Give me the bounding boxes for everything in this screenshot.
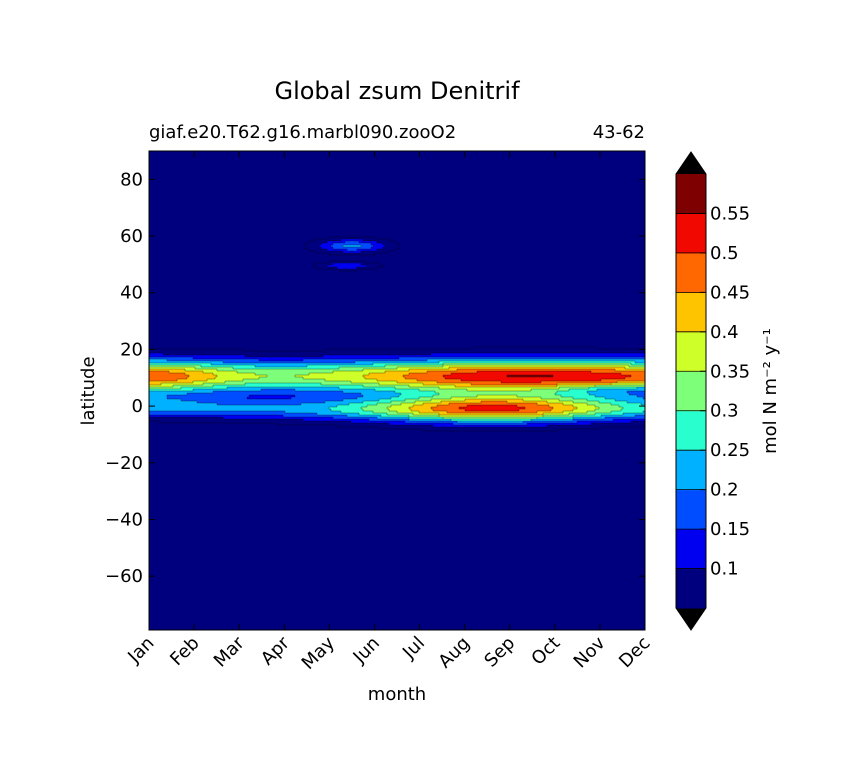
contour-fill: [507, 375, 553, 377]
colorbar-frame: [675, 151, 707, 631]
x-tick-label: May: [298, 632, 339, 673]
x-tick-label: Jun: [349, 633, 384, 668]
colorbar-band: [676, 331, 706, 372]
colorbar-tick-label: 0.3: [710, 401, 739, 422]
colorbar-extend-high: [676, 152, 706, 174]
colorbar-tick-label: 0.35: [710, 361, 750, 382]
colorbar-band: [676, 213, 706, 254]
colorbar-band: [676, 292, 706, 333]
x-axis-label: month: [368, 684, 426, 705]
x-tick-label: Apr: [257, 632, 294, 669]
contour-fill: [149, 361, 645, 421]
x-tick-label: Jan: [123, 633, 158, 668]
colorbar-tick-label: 0.5: [710, 243, 739, 264]
y-tick-label: 0: [132, 396, 143, 417]
colorbar-tick-label: 0.15: [710, 519, 750, 540]
contour-fill: [149, 363, 645, 419]
chart-subtitle-left: giaf.e20.T62.g16.marbl090.zooO2: [149, 122, 456, 143]
contour-lines: [149, 236, 645, 432]
contour-layer: [149, 236, 645, 432]
plot-area: [148, 150, 646, 631]
colorbar-tick-label: 0.45: [710, 282, 750, 303]
x-tick-label: Dec: [615, 633, 654, 672]
x-tick-label: Feb: [166, 633, 203, 670]
contour-fill: [149, 245, 645, 423]
colorbar-label: mol N m⁻² y⁻¹: [760, 328, 781, 454]
colorbar-band: [676, 174, 706, 214]
x-tick-label: Mar: [210, 632, 249, 671]
plot-frame: [148, 150, 646, 631]
colorbar-band: [676, 410, 706, 451]
colorbar-extend-low: [676, 608, 706, 630]
chart-subtitle-right: 43-62: [593, 122, 645, 143]
colorbar-tick-label: 0.2: [710, 480, 739, 501]
x-tick-label: Jul: [398, 633, 429, 664]
contour-fill: [149, 365, 645, 417]
colorbar-band: [676, 252, 706, 293]
y-tick-label: −60: [105, 566, 143, 587]
colorbar-band: [676, 529, 706, 570]
colorbar: 0.1 0.15 0.2 0.25 0.3 0.35 0.4 0.45 0.5 0.55: [675, 151, 750, 631]
colorbar-band: [676, 450, 706, 491]
x-tick-label: Aug: [434, 633, 474, 673]
x-tick-label: Nov: [570, 632, 610, 672]
y-axis: 80 60 40 20 0 −20 −40 −60: [105, 169, 645, 587]
y-tick-label: −40: [105, 509, 143, 530]
x-tick-label: Sep: [480, 633, 519, 672]
y-axis-label: latitude: [78, 356, 99, 425]
colorbar-tick-label: 0.55: [710, 203, 750, 224]
y-tick-label: 80: [120, 169, 143, 190]
colorbar-band: [676, 489, 706, 530]
y-tick-label: −20: [105, 453, 143, 474]
colorbar-tick-label: 0.4: [710, 322, 739, 343]
x-tick-label: Oct: [527, 633, 564, 670]
y-tick-label: 20: [120, 339, 143, 360]
y-tick-label: 60: [120, 226, 143, 247]
colorbar-band: [676, 568, 706, 609]
colorbar-tick-label: 0.1: [710, 559, 739, 580]
chart-title: Global zsum Denitrif: [274, 77, 520, 105]
colorbar-tick-label: 0.25: [710, 440, 750, 461]
y-tick-label: 40: [120, 283, 143, 304]
colorbar-band: [676, 371, 706, 412]
